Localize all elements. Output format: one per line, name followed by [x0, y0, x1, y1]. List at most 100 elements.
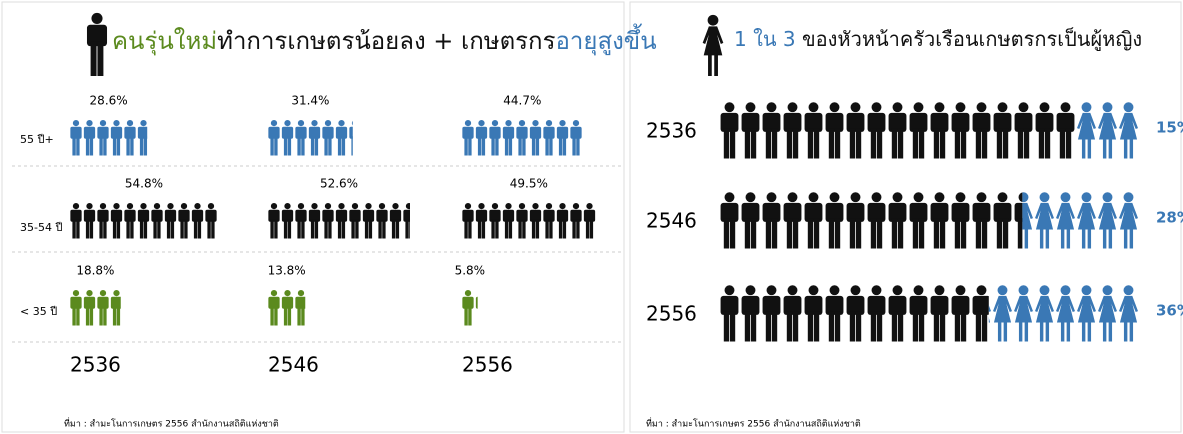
person-icon — [83, 119, 96, 156]
person-icon — [867, 102, 886, 159]
value-label: 18.8% — [76, 264, 114, 278]
person-icon — [529, 119, 542, 156]
person-icon — [741, 192, 760, 249]
person-icon — [888, 192, 907, 249]
year-label: 2536 — [646, 119, 697, 143]
person-icon — [281, 119, 294, 156]
title-icon — [86, 12, 108, 76]
row-label: 35-54 ปี — [20, 221, 62, 234]
person-icon — [322, 202, 334, 239]
person-icon — [137, 202, 150, 239]
person-icon — [475, 289, 478, 326]
icon-row — [70, 289, 121, 326]
person-icon — [529, 202, 542, 239]
person-icon — [846, 285, 865, 342]
person-icon — [1098, 102, 1117, 159]
value-label: 44.7% — [503, 94, 541, 108]
person-icon — [322, 119, 334, 156]
male-icons — [720, 102, 1075, 159]
person-icon — [1056, 285, 1075, 342]
person-icon — [268, 202, 280, 239]
person-icon — [1077, 285, 1096, 342]
person-icon — [1035, 285, 1054, 342]
person-icon — [83, 289, 96, 326]
person-icon — [1014, 285, 1033, 342]
person-icon — [1119, 192, 1138, 249]
value-label: 28.6% — [90, 94, 128, 108]
person-icon — [295, 119, 307, 156]
person-icon — [972, 285, 989, 342]
person-icon — [762, 102, 781, 159]
person-icon — [888, 102, 907, 159]
person-icon — [489, 119, 501, 156]
person-icon — [502, 202, 515, 239]
person-icon — [583, 202, 596, 239]
person-icon — [867, 192, 886, 249]
person-icon — [308, 202, 321, 239]
chart-title: 1 ใน 3 ของหัวหน้าครัวเรือนเกษตรกรเป็นผู้… — [734, 26, 1142, 52]
value-label: 52.6% — [320, 177, 358, 191]
person-icon — [164, 202, 177, 239]
person-icon — [543, 202, 555, 239]
person-icon — [825, 102, 844, 159]
person-icon — [1056, 192, 1075, 249]
person-icon — [389, 202, 402, 239]
value-label: 36% — [1156, 302, 1183, 320]
person-icon — [1098, 285, 1117, 342]
panel-border — [1, 1, 625, 433]
person-icon — [556, 202, 569, 239]
value-label: 15% — [1156, 119, 1183, 137]
person-icon — [70, 202, 82, 239]
person-icon — [762, 192, 781, 249]
title-part: ทำการเกษตรน้อยลง + เกษตรกร — [217, 27, 555, 55]
person-icon — [335, 202, 348, 239]
person-icon — [124, 202, 136, 239]
person-icon — [362, 202, 375, 239]
year-label: 2536 — [70, 353, 121, 377]
icon-row — [70, 202, 217, 239]
person-icon — [993, 285, 1012, 342]
person-icon — [783, 102, 802, 159]
person-icon — [281, 289, 294, 326]
chart-title: คนรุ่นใหม่ทำการเกษตรน้อยลง + เกษตรกรอายุ… — [112, 23, 657, 56]
year-label: 2556 — [646, 302, 697, 326]
value-label: 5.8% — [455, 264, 486, 278]
person-icon — [281, 202, 294, 239]
person-icon — [516, 202, 528, 239]
value-label: 54.8% — [125, 177, 163, 191]
person-icon — [951, 192, 970, 249]
person-icon — [462, 289, 474, 326]
person-icon — [951, 285, 970, 342]
value-label: 31.4% — [291, 94, 329, 108]
person-icon — [972, 102, 991, 159]
person-icon — [308, 119, 321, 156]
female-icons — [1077, 102, 1138, 159]
person-icon — [349, 202, 361, 239]
female-icons — [1022, 192, 1138, 249]
person-icon — [516, 119, 528, 156]
person-icon — [1056, 102, 1075, 159]
person-icon — [295, 289, 306, 326]
person-icon — [930, 192, 949, 249]
person-icon — [1077, 192, 1096, 249]
person-icon — [570, 119, 582, 156]
title-part: ของหัวหน้าครัวเรือนเกษตรกรเป็นผู้หญิง — [796, 26, 1143, 52]
year-label: 2546 — [268, 353, 319, 377]
person-icon — [335, 119, 348, 156]
source: ที่มา : สำมะโนการเกษตร 2556 สำนักงานสถิต… — [646, 417, 861, 430]
row-label: < 35 ปี — [20, 305, 57, 318]
person-icon — [951, 102, 970, 159]
person-icon — [825, 285, 844, 342]
person-icon — [543, 119, 555, 156]
person-icon — [804, 285, 823, 342]
year-label: 2556 — [462, 353, 513, 377]
person-icon — [570, 202, 582, 239]
person-icon — [741, 102, 760, 159]
person-icon — [191, 202, 204, 239]
person-icon — [930, 102, 949, 159]
person-icon — [349, 119, 353, 156]
person-icon — [1035, 192, 1054, 249]
panel-border — [629, 1, 1182, 433]
male-icons — [720, 285, 989, 342]
